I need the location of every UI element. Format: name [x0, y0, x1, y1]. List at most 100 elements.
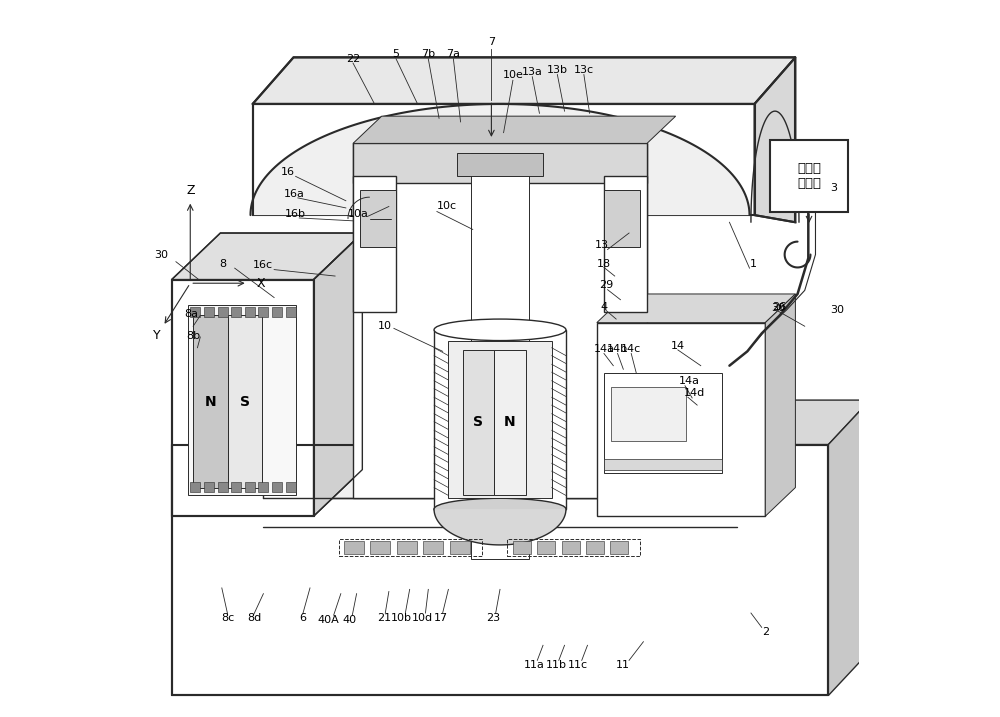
- Text: 40: 40: [342, 615, 356, 625]
- Polygon shape: [263, 445, 737, 498]
- Polygon shape: [610, 541, 628, 554]
- Text: 7a: 7a: [446, 49, 460, 59]
- Text: 14a: 14a: [679, 376, 700, 386]
- Ellipse shape: [434, 319, 566, 341]
- Polygon shape: [193, 315, 228, 488]
- Polygon shape: [353, 143, 522, 498]
- Bar: [339, 539, 482, 556]
- Text: 17: 17: [434, 613, 448, 623]
- Text: 13: 13: [595, 240, 609, 250]
- Text: 4: 4: [600, 302, 608, 312]
- Text: 14: 14: [671, 341, 685, 351]
- Polygon shape: [344, 541, 364, 554]
- Polygon shape: [250, 104, 755, 215]
- Polygon shape: [611, 387, 686, 441]
- Text: 3: 3: [830, 183, 837, 193]
- Text: 洁净压
缩气源: 洁净压 缩气源: [797, 161, 821, 190]
- Polygon shape: [272, 482, 282, 492]
- Polygon shape: [190, 482, 200, 492]
- Text: 14c: 14c: [621, 344, 641, 354]
- Text: 30: 30: [771, 303, 785, 313]
- Polygon shape: [604, 176, 647, 312]
- Polygon shape: [494, 350, 526, 495]
- Text: 16b: 16b: [285, 209, 306, 219]
- Text: N: N: [205, 394, 216, 409]
- Text: 7: 7: [488, 37, 495, 47]
- Text: 10b: 10b: [391, 613, 412, 623]
- Text: 16a: 16a: [283, 189, 304, 199]
- Polygon shape: [245, 307, 255, 317]
- Bar: [507, 539, 640, 556]
- Polygon shape: [263, 414, 766, 445]
- Polygon shape: [448, 341, 552, 498]
- Text: N: N: [504, 415, 516, 429]
- Text: 21: 21: [377, 613, 391, 623]
- Polygon shape: [755, 57, 795, 222]
- Polygon shape: [353, 176, 396, 312]
- Text: 8c: 8c: [221, 613, 234, 623]
- Text: 5: 5: [393, 49, 400, 59]
- Text: 6: 6: [299, 613, 306, 623]
- Polygon shape: [258, 307, 268, 317]
- Polygon shape: [604, 190, 640, 247]
- Polygon shape: [172, 400, 870, 445]
- Polygon shape: [314, 233, 362, 516]
- Bar: [770, 140, 848, 212]
- Text: 23: 23: [486, 613, 500, 623]
- Polygon shape: [478, 143, 647, 498]
- Polygon shape: [258, 482, 268, 492]
- Polygon shape: [286, 307, 296, 317]
- Text: S: S: [473, 415, 483, 429]
- Polygon shape: [231, 307, 241, 317]
- Polygon shape: [370, 541, 390, 554]
- Polygon shape: [471, 153, 529, 559]
- Polygon shape: [188, 305, 296, 495]
- Text: 16: 16: [281, 167, 295, 177]
- Text: S: S: [240, 394, 250, 409]
- Polygon shape: [513, 541, 531, 554]
- Polygon shape: [353, 143, 647, 183]
- Text: 11b: 11b: [545, 660, 566, 670]
- Text: 16c: 16c: [253, 260, 273, 270]
- Text: 10e: 10e: [502, 70, 523, 80]
- Text: 11c: 11c: [567, 660, 587, 670]
- Polygon shape: [604, 373, 722, 473]
- Polygon shape: [286, 482, 296, 492]
- Polygon shape: [172, 233, 362, 280]
- Polygon shape: [463, 350, 494, 495]
- Polygon shape: [397, 541, 417, 554]
- Text: 8a: 8a: [185, 309, 199, 319]
- Polygon shape: [597, 294, 795, 323]
- Text: 13b: 13b: [547, 65, 568, 75]
- Text: 10a: 10a: [348, 209, 369, 219]
- Text: 8d: 8d: [247, 613, 261, 623]
- Text: 13c: 13c: [574, 65, 594, 75]
- Text: 14b: 14b: [607, 344, 628, 354]
- Text: 11a: 11a: [524, 660, 545, 670]
- Text: 22: 22: [346, 54, 360, 64]
- Text: 7b: 7b: [421, 49, 435, 59]
- Polygon shape: [434, 330, 566, 509]
- Text: 11: 11: [616, 660, 630, 670]
- Polygon shape: [253, 57, 795, 104]
- Polygon shape: [434, 509, 566, 545]
- Polygon shape: [172, 445, 828, 695]
- Text: Z: Z: [186, 184, 195, 196]
- Text: 29: 29: [599, 280, 613, 290]
- Text: 8: 8: [219, 259, 226, 269]
- Text: 30: 30: [830, 305, 844, 315]
- Text: 1: 1: [750, 259, 757, 269]
- Polygon shape: [457, 153, 543, 176]
- Polygon shape: [204, 482, 214, 492]
- Text: 10d: 10d: [412, 613, 433, 623]
- Text: X: X: [256, 277, 265, 290]
- Text: 40A: 40A: [317, 615, 339, 625]
- Text: 8b: 8b: [186, 331, 200, 341]
- Text: 14a: 14a: [593, 344, 614, 354]
- Polygon shape: [828, 400, 870, 695]
- Text: 10c: 10c: [437, 201, 457, 212]
- Ellipse shape: [434, 498, 566, 520]
- Polygon shape: [360, 190, 396, 247]
- Polygon shape: [353, 116, 676, 143]
- Polygon shape: [245, 482, 255, 492]
